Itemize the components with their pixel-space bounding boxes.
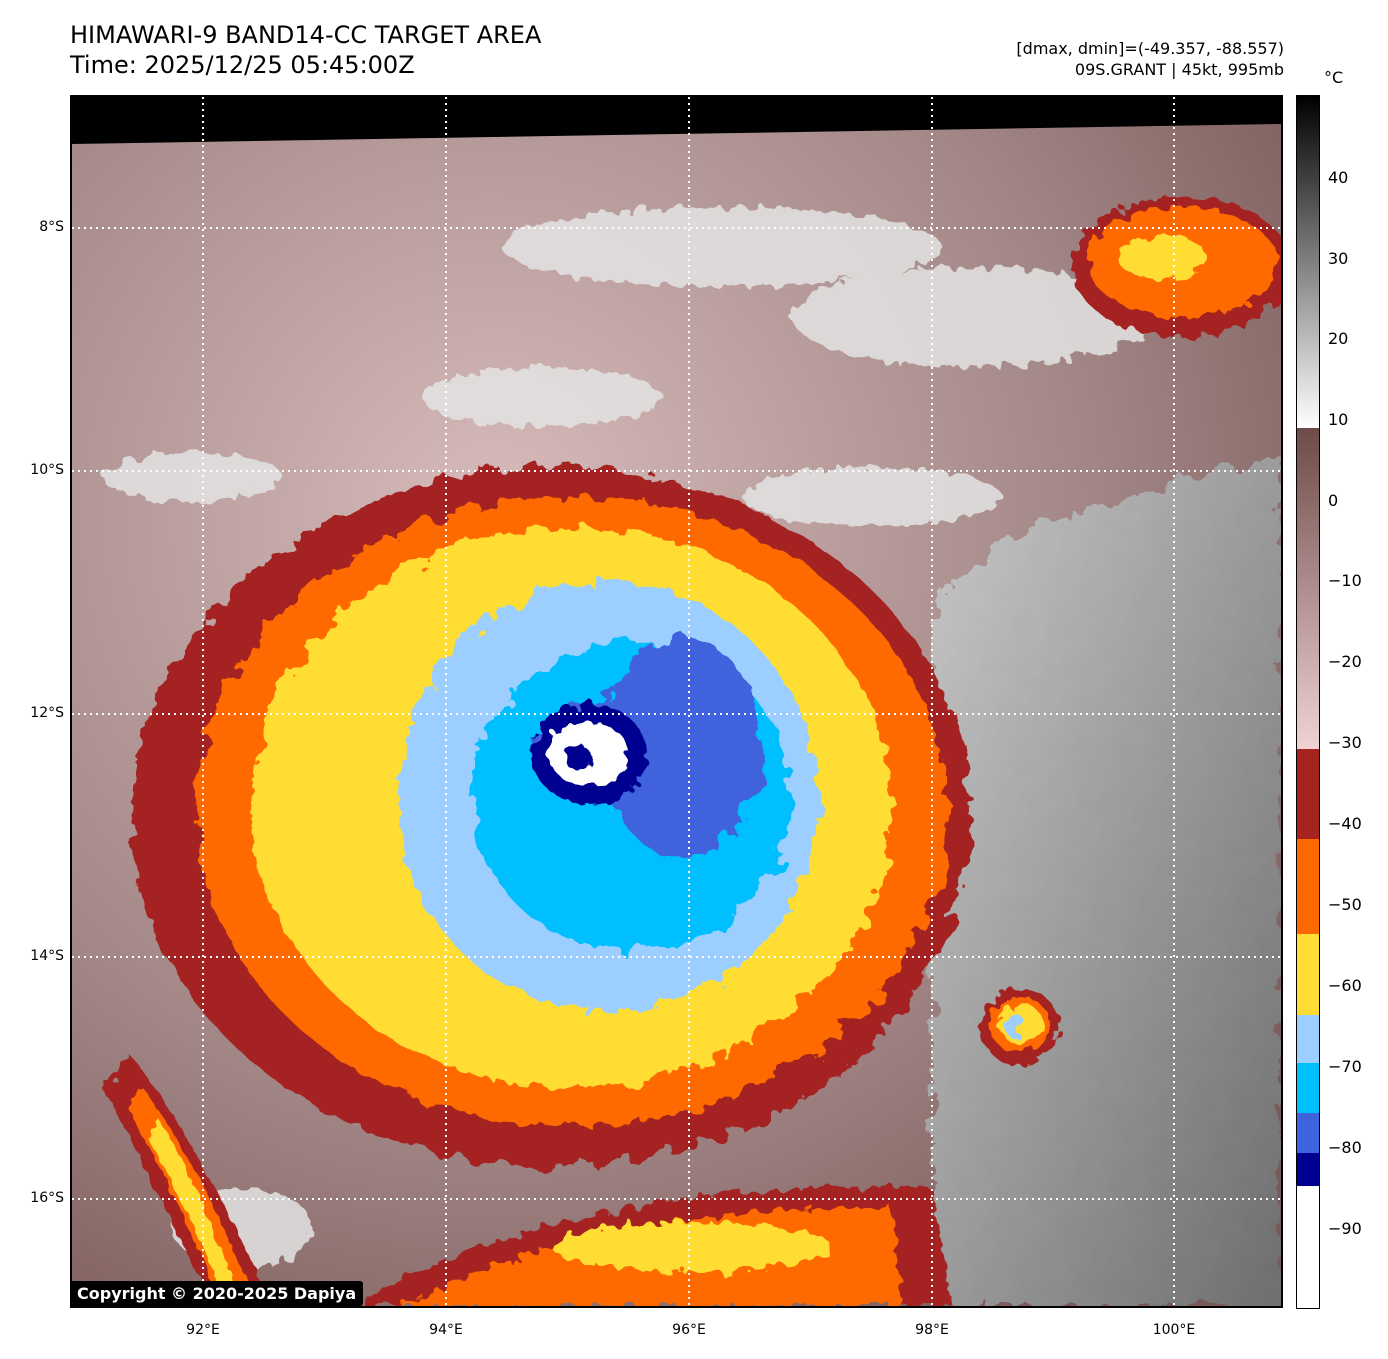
storm-cloud-shield	[132, 467, 972, 1167]
no-data-strip	[72, 97, 1281, 144]
southeast-cell	[980, 989, 1060, 1065]
lat-label-8s: 8°S	[39, 219, 64, 235]
title-line-1: HIMAWARI-9 BAND14-CC TARGET AREA	[70, 21, 542, 49]
dmax-dmin-label: [dmax, dmin]=(-49.357, -88.557)	[1016, 39, 1284, 58]
colorbar-tick-minus10: −10	[1328, 571, 1362, 590]
title-line-2: Time: 2025/12/25 05:45:00Z	[70, 51, 415, 79]
lon-label-98e: 98°E	[915, 1322, 949, 1338]
colorbar-tick-40: 40	[1328, 168, 1349, 187]
figure-title: HIMAWARI-9 BAND14-CC TARGET AREA Time: 20…	[70, 20, 541, 80]
colorbar-tick-minus50: −50	[1328, 895, 1362, 914]
northeast-convection	[1072, 197, 1281, 337]
colorbar-tick-10: 10	[1328, 410, 1349, 429]
lon-label-92e: 92°E	[186, 1322, 220, 1338]
colorbar-tick-30: 30	[1328, 249, 1349, 268]
lon-label-96e: 96°E	[672, 1322, 706, 1338]
storm-core	[531, 704, 647, 804]
storm-label: 09S.GRANT | 45kt, 995mb	[1074, 60, 1284, 79]
southwest-rainband	[102, 1057, 272, 1306]
colorbar-tick-minus20: −20	[1328, 652, 1362, 671]
lat-label-16s: 16°S	[30, 1190, 64, 1206]
southern-rainband	[352, 1186, 952, 1306]
colorbar-tick-minus80: −80	[1328, 1138, 1362, 1157]
lat-label-14s: 14°S	[30, 948, 64, 964]
colorbar-tick-minus40: −40	[1328, 814, 1362, 833]
colorbar-tick-minus90: −90	[1328, 1219, 1362, 1238]
map-canvas	[72, 97, 1281, 1306]
colorbar-tick-20: 20	[1328, 329, 1349, 348]
clear-sky-region	[932, 457, 1281, 1306]
colorbar-tick-0: 0	[1328, 491, 1339, 510]
colorbar-unit: °C	[1324, 68, 1344, 87]
lat-label-12s: 12°S	[30, 705, 64, 721]
copyright-label: Copyright © 2020-2025 Dapiya	[70, 1281, 364, 1306]
satellite-map	[70, 95, 1283, 1308]
lon-label-100e: 100°E	[1152, 1322, 1196, 1338]
lon-label-94e: 94°E	[429, 1322, 463, 1338]
storm-info: [dmax, dmin]=(-49.357, -88.557) 09S.GRAN…	[1016, 38, 1284, 80]
lat-label-10s: 10°S	[30, 462, 64, 478]
colorbar-gradient	[1297, 96, 1319, 1308]
colorbar-tick-minus30: −30	[1328, 733, 1362, 752]
colorbar-tick-minus70: −70	[1328, 1057, 1362, 1076]
colorbar	[1296, 95, 1320, 1309]
colorbar-tick-minus60: −60	[1328, 976, 1362, 995]
